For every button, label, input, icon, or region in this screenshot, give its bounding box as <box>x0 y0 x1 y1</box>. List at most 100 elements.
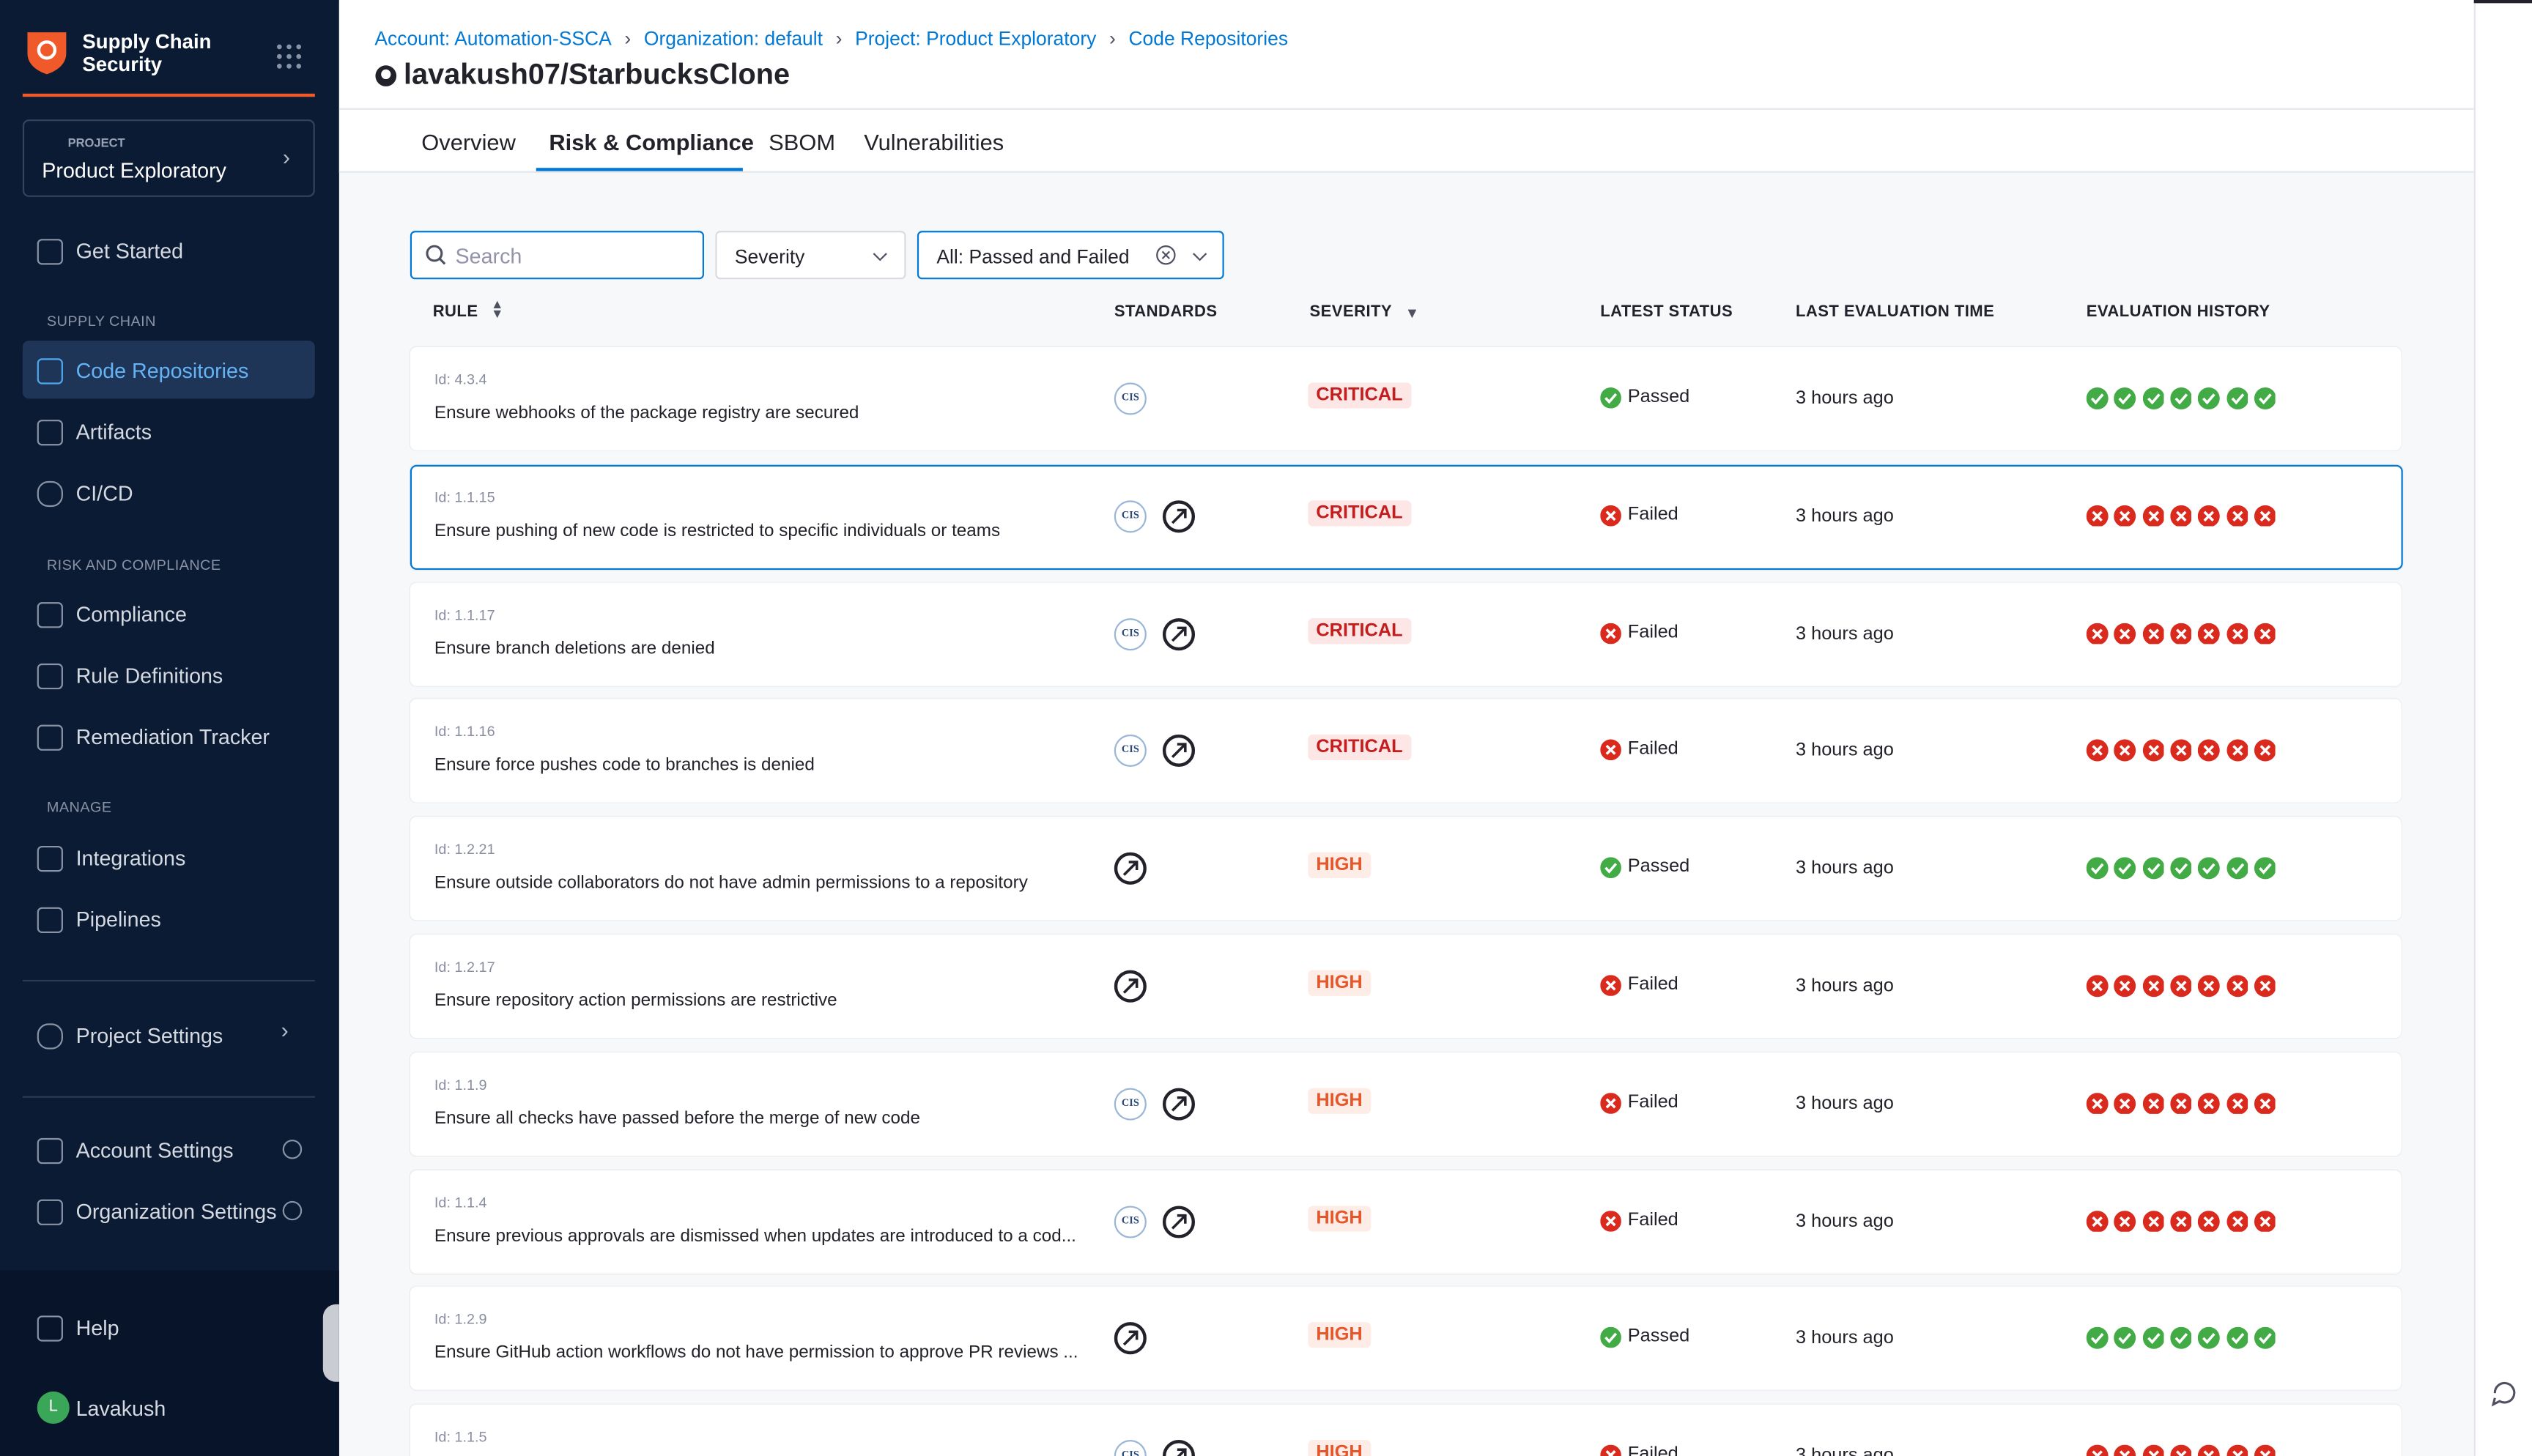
history-icon-glyph <box>2142 740 2164 762</box>
history-icon-glyph <box>2142 1445 2164 1456</box>
history-icon-glyph <box>2114 1328 2136 1350</box>
standard-icon: CIS <box>1114 735 1147 768</box>
status-text: Failed <box>1628 623 1678 642</box>
icon <box>37 358 63 384</box>
history-icon <box>2170 740 2192 770</box>
chat-icon[interactable] <box>2490 1378 2520 1408</box>
history-icon <box>2254 858 2276 888</box>
tab[interactable]: Overview <box>421 129 516 155</box>
history-icon <box>2114 1445 2136 1456</box>
table-row[interactable]: Id: 1.2.17Ensure repository action permi… <box>410 935 2402 1038</box>
table-row[interactable]: Id: 1.2.21Ensure outside collaborators d… <box>410 817 2402 921</box>
history-icon-glyph <box>2170 1210 2192 1232</box>
table-row[interactable]: Id: 1.1.15Ensure pushing of new code is … <box>410 464 2403 569</box>
breadcrumb-separator: › <box>1109 27 1116 50</box>
breadcrumb[interactable]: Code Repositories <box>1128 27 1288 50</box>
table-row[interactable]: Id: 1.1.5CISHIGHFailed3 hours ago <box>410 1405 2402 1456</box>
search-icon <box>425 244 448 267</box>
status-text: Failed <box>1628 975 1678 994</box>
history-icon-glyph <box>2254 1210 2276 1232</box>
history-icon-glyph <box>2170 740 2192 762</box>
history-icon <box>2254 387 2276 417</box>
collapse-handle[interactable] <box>323 1304 339 1382</box>
nav-item[interactable]: Artifacts <box>76 420 152 444</box>
history-icon <box>2087 1093 2109 1123</box>
history-icon <box>2170 1210 2192 1240</box>
history-icon <box>2142 1093 2164 1123</box>
rule-id: Id: 1.1.9 <box>434 1077 487 1093</box>
chevron: › <box>283 144 290 169</box>
table-row[interactable]: Id: 1.1.16Ensure force pushes code to br… <box>410 699 2402 803</box>
history-icon-glyph <box>2254 1093 2276 1115</box>
table-row[interactable]: Id: 1.1.9Ensure all checks have passed b… <box>410 1052 2402 1156</box>
dropdown-label: Severity <box>735 245 805 268</box>
column-header[interactable]: LATEST STATUS <box>1600 303 1733 321</box>
apps-icon[interactable] <box>276 44 302 70</box>
user-name[interactable]: Lavakush <box>76 1397 166 1421</box>
history-icon-glyph <box>2254 623 2276 645</box>
nav-item[interactable]: Account Settings <box>76 1138 234 1162</box>
table-row[interactable]: Id: 4.3.4Ensure webhooks of the package … <box>410 347 2402 450</box>
status-icon <box>1600 1328 1621 1357</box>
clear-icon[interactable] <box>1155 244 1177 267</box>
column-header[interactable]: SEVERITY <box>1310 303 1393 321</box>
nav-item[interactable]: Organization Settings <box>76 1200 277 1224</box>
history-icon <box>2198 623 2220 653</box>
nav-item[interactable]: Compliance <box>76 602 187 626</box>
project-selector[interactable]: PROJECT Product Exploratory › <box>23 119 315 197</box>
icon <box>37 602 63 628</box>
search-input[interactable]: Search <box>410 231 704 279</box>
nav-item[interactable]: Get Started <box>76 239 184 263</box>
column-header[interactable]: RULE <box>433 303 478 321</box>
repo-title: lavakush07/StarbucksClone <box>404 58 790 92</box>
history-icon <box>2226 1093 2248 1123</box>
evaluation-time: 3 hours ago <box>1796 507 1894 526</box>
history-icon-glyph <box>2114 975 2136 997</box>
history-icon <box>2142 623 2164 653</box>
tab[interactable]: Risk & Compliance <box>549 129 754 155</box>
scorecard-glyph <box>1166 503 1191 529</box>
status-text: Failed <box>1628 1210 1678 1229</box>
breadcrumb[interactable]: Organization: default <box>644 27 823 50</box>
nav-item[interactable]: CI/CD <box>76 481 133 505</box>
severity-dropdown[interactable]: Severity <box>715 231 906 279</box>
nav-item[interactable]: Integrations <box>76 846 186 870</box>
status-dropdown[interactable]: All: Passed and Failed <box>917 231 1224 279</box>
evaluation-time: 3 hours ago <box>1796 1094 1894 1113</box>
history-icon-glyph <box>2254 1328 2276 1350</box>
history-icon-glyph <box>2142 387 2164 409</box>
nav-item[interactable]: Remediation Tracker <box>76 725 270 749</box>
history-icon-glyph <box>2170 387 2192 409</box>
sidebar-footer <box>0 1271 339 1456</box>
history-icon-glyph <box>2198 975 2220 997</box>
nav-item[interactable]: Pipelines <box>76 907 161 932</box>
nav-section: MANAGE <box>47 799 112 815</box>
icon <box>37 664 63 689</box>
history-icon-glyph <box>2170 858 2192 880</box>
breadcrumb[interactable]: Account: Automation-SSCA <box>374 27 611 50</box>
chevron: › <box>281 1017 289 1043</box>
column-header[interactable]: LAST EVALUATION TIME <box>1796 303 1994 321</box>
history-icon-glyph <box>2226 1093 2248 1115</box>
nav-item[interactable]: Code Repositories <box>76 358 249 382</box>
status-text: Failed <box>1628 740 1678 759</box>
breadcrumb[interactable]: Project: Product Exploratory <box>855 27 1096 50</box>
table-row[interactable]: Id: 1.1.17Ensure branch deletions are de… <box>410 582 2402 686</box>
tab[interactable]: SBOM <box>769 129 835 155</box>
rule-name: Ensure repository action permissions are… <box>434 991 837 1010</box>
column-header[interactable]: STANDARDS <box>1114 303 1218 321</box>
active-tab-indicator <box>536 168 743 171</box>
tab[interactable]: Vulnerabilities <box>864 129 1004 155</box>
nav-item[interactable]: Rule Definitions <box>76 664 223 688</box>
table-row[interactable]: Id: 1.2.9Ensure GitHub action workflows … <box>410 1288 2402 1391</box>
icon <box>37 1315 63 1341</box>
table-row[interactable]: Id: 1.1.4Ensure previous approvals are d… <box>410 1170 2402 1273</box>
history-icon-glyph <box>2087 1210 2109 1232</box>
column-header[interactable]: EVALUATION HISTORY <box>2087 303 2270 321</box>
history-icon <box>2170 623 2192 653</box>
caret <box>872 250 888 264</box>
history-icon <box>2142 975 2164 1005</box>
nav-item[interactable]: Project Settings <box>76 1023 223 1047</box>
nav-item[interactable]: Help <box>76 1315 119 1340</box>
history-icon <box>2087 975 2109 1005</box>
